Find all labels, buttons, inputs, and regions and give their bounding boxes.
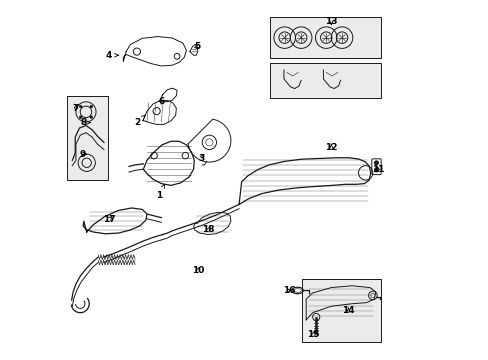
Text: 7: 7: [73, 104, 79, 113]
Text: 14: 14: [342, 306, 354, 315]
Text: 5: 5: [194, 42, 200, 51]
Text: 13: 13: [325, 17, 337, 26]
Text: 6: 6: [158, 97, 164, 106]
Bar: [269, 63, 380, 98]
Text: 10: 10: [191, 266, 203, 275]
Bar: [301, 279, 380, 342]
Circle shape: [90, 105, 93, 108]
Text: 15: 15: [306, 330, 319, 339]
Text: 12: 12: [325, 143, 337, 152]
Bar: [269, 17, 380, 58]
Circle shape: [79, 116, 82, 119]
Text: 16: 16: [283, 286, 295, 295]
Circle shape: [374, 161, 378, 165]
Text: 11: 11: [371, 166, 384, 175]
Text: 1: 1: [156, 184, 164, 199]
Text: 8: 8: [81, 118, 90, 127]
Bar: [67, 96, 108, 180]
Text: 2: 2: [134, 115, 145, 127]
Circle shape: [79, 105, 82, 108]
Text: 3: 3: [198, 154, 204, 163]
Text: 18: 18: [202, 225, 214, 234]
Text: 17: 17: [102, 215, 115, 224]
Text: 9: 9: [79, 150, 86, 159]
Circle shape: [374, 168, 378, 172]
Circle shape: [90, 116, 93, 119]
Text: 4: 4: [105, 51, 118, 60]
